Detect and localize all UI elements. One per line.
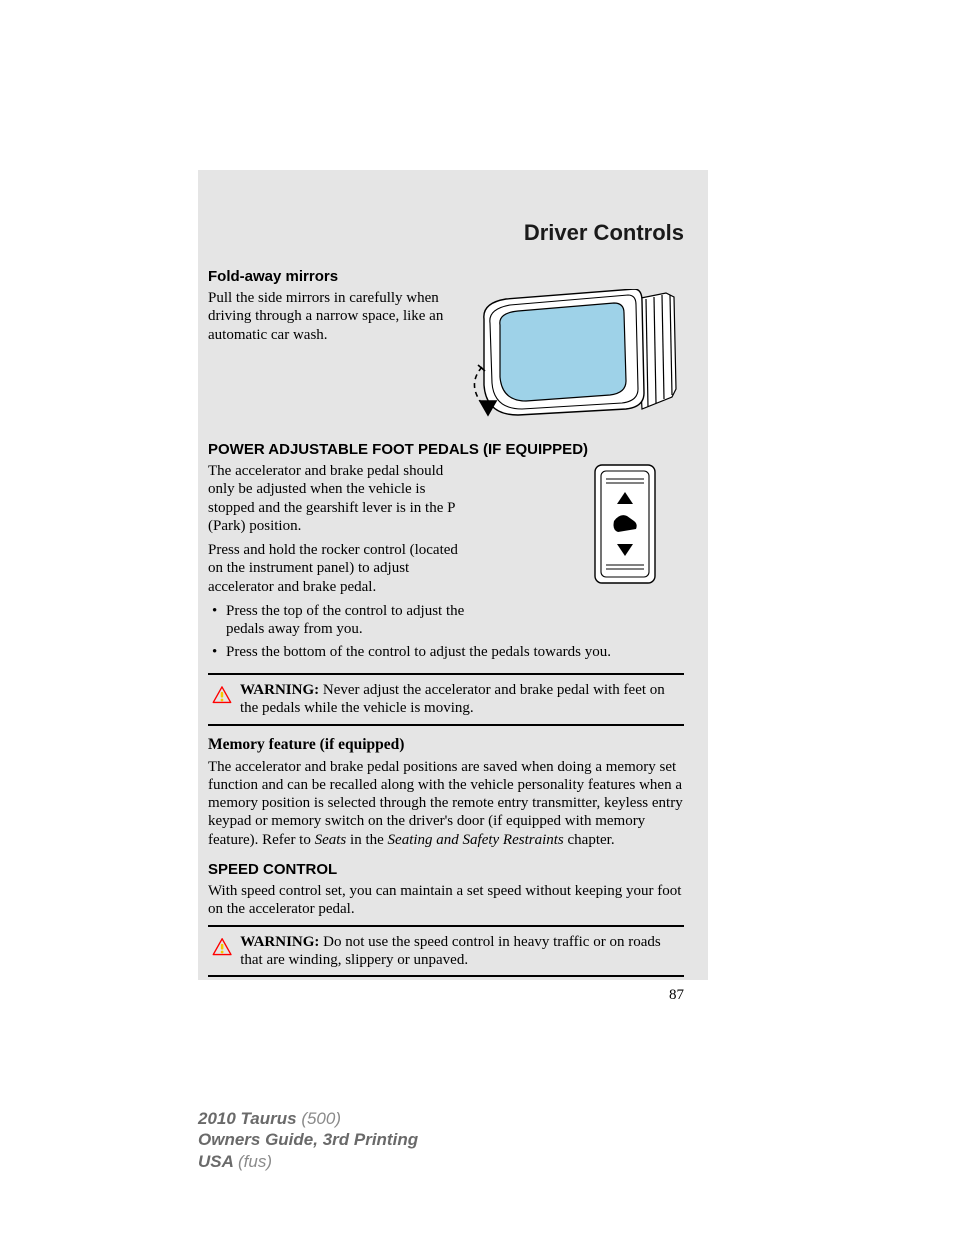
warning-speed: WARNING: Do not use the speed control in… (208, 925, 684, 978)
warning-label: WARNING: (240, 682, 319, 698)
heading-memory: Memory feature (if equipped) (208, 736, 684, 754)
mirror-svg (466, 289, 684, 419)
warning-icon (212, 933, 232, 961)
pedals-bullets: Press the top of the control to adjust t… (208, 602, 684, 661)
warning-pedals-text: WARNING: Never adjust the accelerator an… (240, 681, 680, 718)
pedals-section: The accelerator and brake pedal should o… (208, 462, 684, 667)
footer: 2010 Taurus (500) Owners Guide, 3rd Prin… (198, 1108, 718, 1172)
pedal-switch-illustration (584, 462, 684, 586)
footer-code: (500) (301, 1109, 341, 1128)
memory-body-c: chapter. (564, 832, 615, 848)
pedals-p1: The accelerator and brake pedal should o… (208, 462, 468, 535)
page-number: 87 (198, 987, 708, 1004)
manual-page: Driver Controls Fold-away mirrors (198, 170, 708, 980)
warning-icon (212, 681, 232, 709)
heading-speed-control: SPEED CONTROL (208, 861, 684, 878)
chapter-title: Driver Controls (198, 170, 708, 262)
pedal-switch-svg (594, 464, 656, 584)
mirror-body: Pull the side mirrors in carefully when … (208, 289, 458, 344)
memory-ital-chapter: Seating and Safety Restraints (388, 832, 564, 848)
heading-fold-away-mirrors: Fold-away mirrors (208, 268, 684, 285)
pedals-p2: Press and hold the rocker control (locat… (208, 541, 468, 596)
memory-body: The accelerator and brake pedal position… (208, 758, 684, 849)
pedals-bullet-1: Press the top of the control to adjust t… (208, 602, 468, 639)
footer-region: USA (198, 1152, 238, 1171)
footer-model: 2010 Taurus (198, 1109, 301, 1128)
heading-pedals: POWER ADJUSTABLE FOOT PEDALS (IF EQUIPPE… (208, 431, 684, 458)
mirror-section: Pull the side mirrors in carefully when … (208, 289, 684, 419)
footer-line-1: 2010 Taurus (500) (198, 1108, 718, 1129)
page-content: Fold-away mirrors (198, 268, 708, 977)
memory-body-b: in the (346, 832, 387, 848)
mirror-illustration (466, 289, 684, 419)
warning-label: WARNING: (240, 934, 319, 950)
footer-line-2: Owners Guide, 3rd Printing (198, 1129, 718, 1150)
footer-region-code: (fus) (238, 1152, 272, 1171)
memory-ital-seats: Seats (315, 832, 347, 848)
speed-body: With speed control set, you can maintain… (208, 882, 684, 919)
footer-line-3: USA (fus) (198, 1151, 718, 1172)
warning-speed-text: WARNING: Do not use the speed control in… (240, 933, 680, 970)
warning-pedals: WARNING: Never adjust the accelerator an… (208, 673, 684, 726)
pedals-bullet-2: Press the bottom of the control to adjus… (208, 643, 684, 661)
